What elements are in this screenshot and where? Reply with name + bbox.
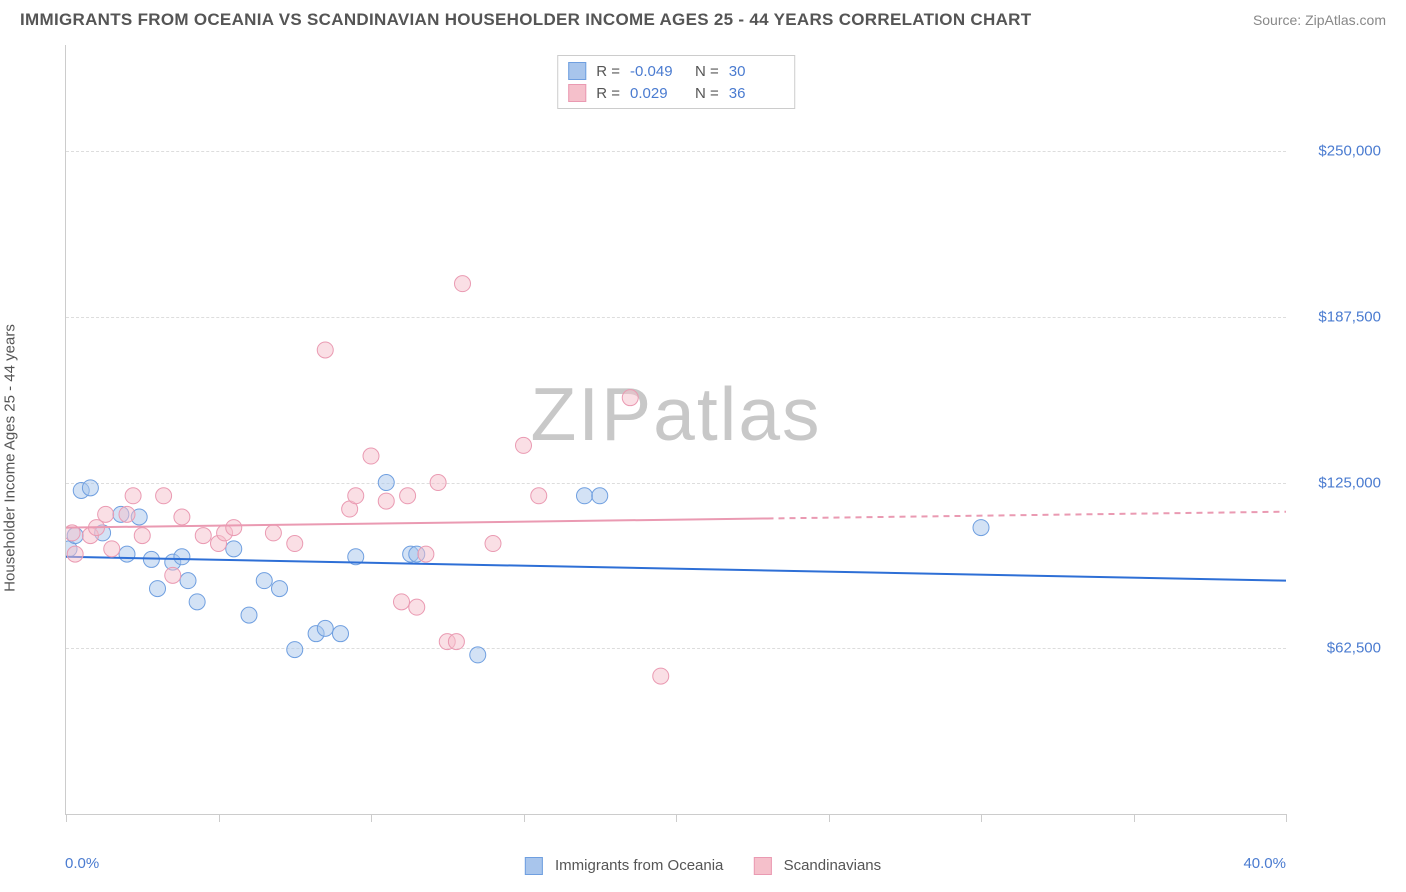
data-point: [98, 506, 114, 522]
data-point: [104, 541, 120, 557]
chart-title: IMMIGRANTS FROM OCEANIA VS SCANDINAVIAN …: [20, 10, 1031, 30]
data-point: [409, 599, 425, 615]
scatter-svg: [66, 45, 1286, 814]
data-point: [287, 536, 303, 552]
r-label: R =: [596, 85, 620, 102]
x-tick: [1286, 814, 1287, 822]
x-tick: [829, 814, 830, 822]
data-point: [378, 475, 394, 491]
r-value-scandinavian: 0.029: [630, 85, 685, 102]
data-point: [119, 506, 135, 522]
data-point: [226, 541, 242, 557]
data-point: [592, 488, 608, 504]
data-point: [430, 475, 446, 491]
x-tick: [981, 814, 982, 822]
data-point: [174, 549, 190, 565]
swatch-scandinavian: [753, 857, 771, 875]
x-tick: [524, 814, 525, 822]
x-tick: [219, 814, 220, 822]
data-point: [363, 448, 379, 464]
data-point: [241, 607, 257, 623]
r-value-oceania: -0.049: [630, 63, 685, 80]
x-axis-max-label: 40.0%: [1243, 855, 1286, 872]
legend-row-oceania: R = -0.049 N = 30: [568, 60, 784, 82]
legend-item-oceania: Immigrants from Oceania: [525, 857, 724, 875]
data-point: [165, 567, 181, 583]
data-point: [333, 626, 349, 642]
data-point: [226, 520, 242, 536]
legend-item-scandinavian: Scandinavians: [753, 857, 881, 875]
data-point: [394, 594, 410, 610]
chart-container: Householder Income Ages 25 - 44 years R …: [20, 35, 1386, 880]
data-point: [272, 581, 288, 597]
data-point: [531, 488, 547, 504]
legend-label-scandinavian: Scandinavians: [784, 857, 882, 874]
y-tick-label: $62,500: [1291, 640, 1381, 657]
x-tick: [676, 814, 677, 822]
data-point: [256, 573, 272, 589]
y-tick-label: $125,000: [1291, 474, 1381, 491]
data-point: [174, 509, 190, 525]
n-label: N =: [695, 85, 719, 102]
r-label: R =: [596, 63, 620, 80]
data-point: [195, 528, 211, 544]
data-point: [455, 276, 471, 292]
data-point: [82, 480, 98, 496]
data-point: [622, 390, 638, 406]
data-point: [485, 536, 501, 552]
n-value-scandinavian: 36: [729, 85, 784, 102]
data-point: [150, 581, 166, 597]
data-point: [378, 493, 394, 509]
n-label: N =: [695, 63, 719, 80]
data-point: [134, 528, 150, 544]
data-point: [400, 488, 416, 504]
data-point: [448, 634, 464, 650]
data-point: [577, 488, 593, 504]
legend-label-oceania: Immigrants from Oceania: [555, 857, 723, 874]
data-point: [348, 488, 364, 504]
data-point: [265, 525, 281, 541]
data-point: [287, 642, 303, 658]
x-tick: [1134, 814, 1135, 822]
x-tick: [371, 814, 372, 822]
swatch-oceania: [568, 62, 586, 80]
data-point: [67, 546, 83, 562]
data-point: [125, 488, 141, 504]
n-value-oceania: 30: [729, 63, 784, 80]
trendline: [66, 518, 768, 527]
data-point: [156, 488, 172, 504]
data-point: [189, 594, 205, 610]
data-point: [470, 647, 486, 663]
data-point: [317, 342, 333, 358]
data-point: [317, 620, 333, 636]
source-label: Source: ZipAtlas.com: [1253, 12, 1386, 28]
data-point: [653, 668, 669, 684]
legend-row-scandinavian: R = 0.029 N = 36: [568, 82, 784, 104]
trendline-dashed: [768, 512, 1287, 519]
x-tick: [66, 814, 67, 822]
correlation-legend: R = -0.049 N = 30 R = 0.029 N = 36: [557, 55, 795, 109]
data-point: [119, 546, 135, 562]
data-point: [973, 520, 989, 536]
y-tick-label: $250,000: [1291, 143, 1381, 160]
y-tick-label: $187,500: [1291, 308, 1381, 325]
data-point: [516, 437, 532, 453]
data-point: [180, 573, 196, 589]
y-axis-label: Householder Income Ages 25 - 44 years: [2, 324, 19, 592]
trendline: [66, 557, 1286, 581]
x-axis-min-label: 0.0%: [65, 855, 99, 872]
series-legend: Immigrants from Oceania Scandinavians: [525, 857, 881, 875]
swatch-scandinavian: [568, 84, 586, 102]
swatch-oceania: [525, 857, 543, 875]
plot-area: R = -0.049 N = 30 R = 0.029 N = 36 ZIPat…: [65, 45, 1286, 815]
data-point: [418, 546, 434, 562]
